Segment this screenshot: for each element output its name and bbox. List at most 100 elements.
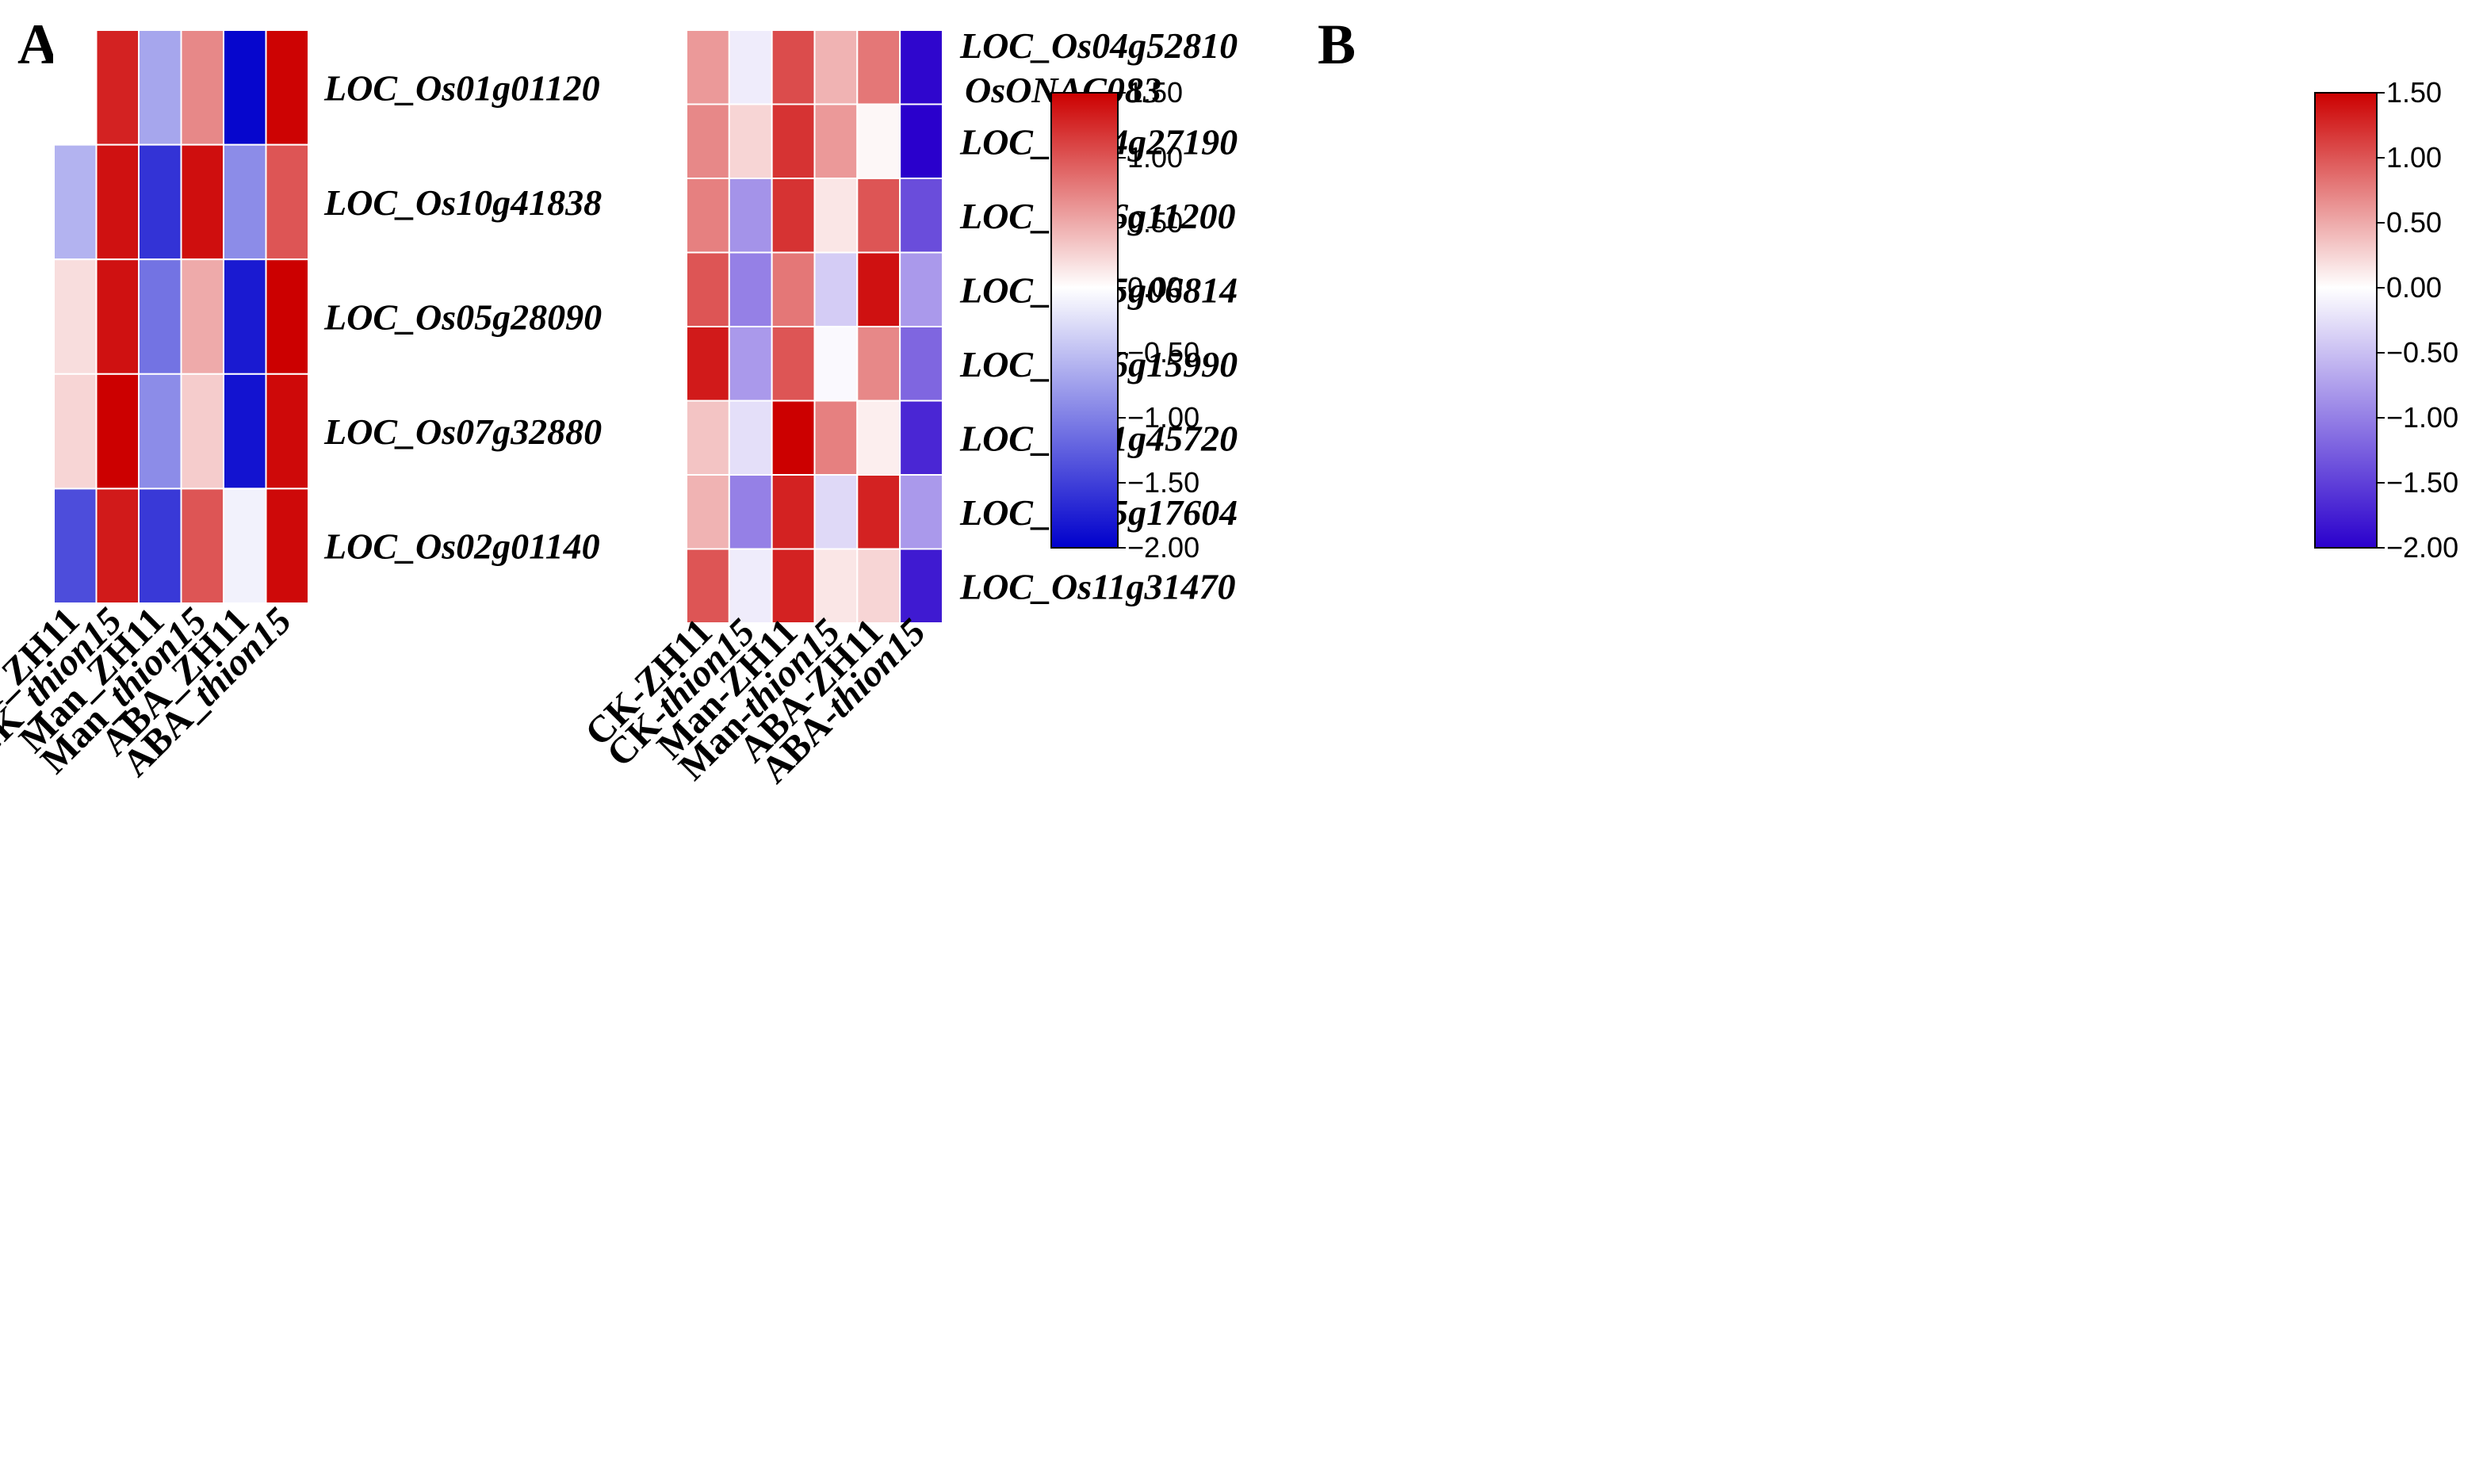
heatmap-cell xyxy=(771,326,816,402)
heatmap-cell xyxy=(771,474,816,550)
heatmap-cell xyxy=(856,326,901,402)
colorbar-tick-label: −1.00 xyxy=(1127,401,1199,434)
heatmap-cell xyxy=(95,143,140,261)
heatmap-cell xyxy=(728,103,773,179)
heatmap-cell xyxy=(686,548,730,624)
heatmap-cell xyxy=(138,143,182,261)
heatmap-cell xyxy=(899,474,943,550)
heatmap-cell xyxy=(180,488,224,605)
heatmap-cell xyxy=(223,143,267,261)
heatmap-cell xyxy=(728,29,773,105)
row-label-text: LOC_Os01g01120 xyxy=(323,67,600,108)
colorbar-tick-label: −0.50 xyxy=(1127,336,1199,369)
heatmap-cell xyxy=(856,29,901,105)
colorbar-tick-label: −1.00 xyxy=(2386,401,2458,434)
heatmap-cell xyxy=(813,251,859,327)
heatmap-cell xyxy=(95,373,140,490)
heatmap-cell xyxy=(813,326,859,402)
heatmap-cell xyxy=(771,29,816,105)
heatmap-cell xyxy=(899,548,943,624)
heatmap-cell xyxy=(53,373,98,490)
heatmap-cell xyxy=(686,103,730,179)
heatmap-cell xyxy=(856,548,901,624)
heatmap-cell xyxy=(856,251,901,327)
heatmap-cell xyxy=(265,258,309,375)
heatmap-cell xyxy=(771,103,816,179)
heatmap-cell xyxy=(95,258,140,375)
colorbar-tick-label: 1.50 xyxy=(1127,76,1183,109)
heatmap-cell xyxy=(180,373,224,490)
colorbar-b: 1.50 1.00 0.50 0.00 −0.50 −1.00 −1.50 −2.00 xyxy=(2314,76,2458,564)
row-label: LOC_Os01g01120 xyxy=(323,67,600,108)
heatmap-cell xyxy=(686,251,730,327)
colorbar-tick-label: −1.50 xyxy=(1127,466,1199,499)
heatmap-cell xyxy=(813,400,859,476)
colorbar-a: 1.50 1.00 0.50 0.00 −0.50 −1.00 −1.50 −2.00 xyxy=(1050,76,1199,564)
row-label: LOC_Os05g28090 xyxy=(323,297,602,338)
row-label: LOC_Os02g01140 xyxy=(323,526,600,567)
heatmap-cell xyxy=(728,474,773,550)
colorbar-tick-label: −2.00 xyxy=(2386,531,2458,564)
heatmap-cell xyxy=(686,29,730,105)
heatmap-cell xyxy=(53,29,98,146)
heatmap-cell xyxy=(180,258,224,375)
heatmap-cell xyxy=(728,326,773,402)
panel-a-label: A xyxy=(17,13,59,76)
heatmap-cell xyxy=(728,400,773,476)
heatmap-cell xyxy=(728,178,773,254)
heatmap-cell xyxy=(813,29,859,105)
heatmap-cell xyxy=(813,474,859,550)
heatmap-cell xyxy=(53,488,98,605)
row-label-text: LOC_Os07g32880 xyxy=(323,411,602,452)
colorbar-tick-label: 1.00 xyxy=(2386,141,2442,174)
colorbar-tick-label: −2.00 xyxy=(1127,531,1199,564)
heatmap-cell xyxy=(813,178,859,254)
heatmap-cell xyxy=(95,488,140,605)
colorbar-tick-label: 0.50 xyxy=(2386,206,2442,239)
row-label-text: LOC_Os05g28090 xyxy=(323,297,602,338)
heatmap-cell xyxy=(899,103,943,179)
heatmap-cell xyxy=(899,178,943,254)
heatmap-cell xyxy=(686,326,730,402)
colorbar-tick-label: 0.00 xyxy=(2386,271,2442,304)
heatmap-cell xyxy=(899,29,943,105)
colorbar-tick-label: −1.50 xyxy=(2386,466,2458,499)
heatmap-cell xyxy=(728,548,773,624)
heatmap-cell xyxy=(223,488,267,605)
heatmap-cell xyxy=(899,326,943,402)
heatmap-cell xyxy=(265,29,309,146)
row-label-text: LOC_Os04g52810 xyxy=(959,25,1238,66)
heatmap-cell xyxy=(180,143,224,261)
heatmap-cell xyxy=(223,258,267,375)
heatmap-a: LOC_Os01g01120 LOC_Os10g41838 LOC_Os05g280… xyxy=(0,29,602,785)
heatmap-cell xyxy=(856,103,901,179)
heatmap-cell xyxy=(771,251,816,327)
colorbar-tick-label: −0.50 xyxy=(2386,336,2458,369)
heatmap-cell xyxy=(813,548,859,624)
heatmap-cell xyxy=(686,474,730,550)
colorbar-gradient xyxy=(2314,92,2378,549)
heatmap-cell xyxy=(53,258,98,375)
colorbar-tick-label: 1.50 xyxy=(2386,76,2442,109)
heatmap-cell xyxy=(856,400,901,476)
colorbar-tick-label: 1.00 xyxy=(1127,141,1183,174)
heatmap-cell xyxy=(265,373,309,490)
panel-b-label: B xyxy=(1318,13,1356,76)
heatmap-cell xyxy=(95,29,140,146)
heatmap-cell xyxy=(138,488,182,605)
colorbar-gradient xyxy=(1050,92,1119,549)
heatmap-cell xyxy=(265,488,309,605)
heatmap-cell xyxy=(771,548,816,624)
heatmap-cell xyxy=(138,258,182,375)
colorbar-tick-label: 0.00 xyxy=(1127,271,1183,304)
row-label-text: LOC_Os10g41838 xyxy=(323,182,602,223)
heatmap-cell xyxy=(813,103,859,179)
heatmap-cell xyxy=(265,143,309,261)
heatmap-cell xyxy=(856,474,901,550)
heatmap-cell xyxy=(138,29,182,146)
heatmap-cell xyxy=(771,178,816,254)
heatmap-cell xyxy=(223,29,267,146)
row-label-text: LOC_Os02g01140 xyxy=(323,526,600,567)
heatmap-cell xyxy=(223,373,267,490)
